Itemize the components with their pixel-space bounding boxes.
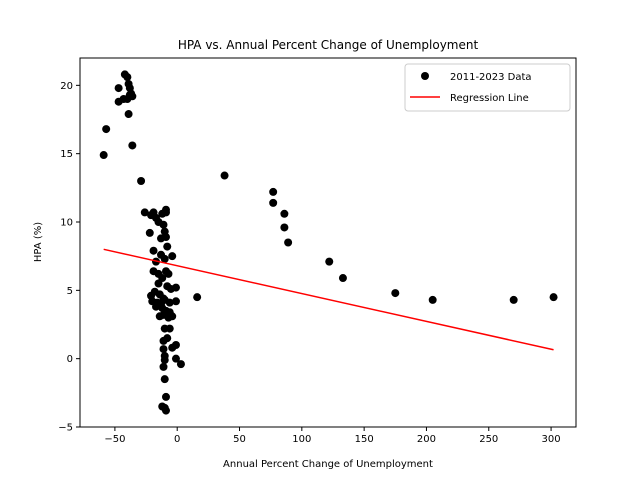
- data-point: [193, 293, 202, 302]
- x-tick-label: 100: [292, 434, 311, 445]
- data-point: [161, 406, 170, 415]
- data-point: [159, 220, 168, 229]
- data-point: [165, 298, 174, 307]
- regression-line: [103, 248, 554, 351]
- data-point: [284, 238, 293, 247]
- data-point: [168, 252, 177, 261]
- data-point: [123, 73, 132, 82]
- data-point: [164, 269, 173, 278]
- data-point: [171, 283, 180, 292]
- data-point: [391, 289, 400, 298]
- data-point: [269, 187, 278, 196]
- data-point: [269, 198, 278, 207]
- y-axis-label: HPA (%): [33, 222, 44, 262]
- legend-box: [404, 63, 571, 112]
- data-point: [176, 360, 185, 369]
- data-point: [338, 274, 347, 283]
- data-point: [165, 324, 174, 333]
- y-tick-label: 20: [60, 81, 73, 92]
- x-tick-label: 50: [233, 434, 246, 445]
- data-point: [119, 95, 128, 103]
- legend-label-regression: Regression Line: [450, 93, 529, 104]
- legend-label-data: 2011-2023 Data: [450, 72, 532, 83]
- x-axis: −50 0 50 100 150 200 250 300: [104, 427, 561, 445]
- data-point: [428, 295, 437, 304]
- data-point: [102, 125, 111, 134]
- data-point: [161, 233, 170, 242]
- x-tick-label: 150: [355, 434, 374, 445]
- x-tick-label: 200: [417, 434, 436, 445]
- data-point: [171, 297, 180, 306]
- data-point: [280, 209, 289, 218]
- x-tick-label: −50: [104, 434, 125, 445]
- data-point: [114, 84, 123, 93]
- x-tick-label: 0: [174, 434, 180, 445]
- data-point: [163, 334, 172, 343]
- data-point: [161, 208, 170, 217]
- legend: 2011-2023 Data Regression Line: [404, 63, 571, 112]
- plot-frame: [79, 57, 577, 428]
- data-point: [220, 171, 229, 180]
- data-point: [128, 141, 137, 150]
- data-point: [325, 257, 334, 266]
- data-point: [159, 345, 168, 354]
- y-tick-label: −5: [58, 423, 73, 434]
- data-point: [154, 279, 163, 288]
- data-point: [161, 392, 170, 401]
- data-point: [160, 356, 169, 365]
- x-tick-label: 250: [479, 434, 498, 445]
- data-point: [140, 208, 149, 217]
- data-point: [171, 341, 180, 349]
- data-point: [509, 295, 518, 304]
- data-point: [159, 362, 168, 371]
- data-point: [99, 151, 108, 160]
- plot-area: [79, 57, 577, 428]
- chart-title: HPA vs. Annual Percent Change of Unemplo…: [178, 38, 479, 52]
- data-point: [160, 254, 169, 263]
- data-point: [160, 375, 169, 384]
- data-point: [168, 312, 177, 321]
- y-tick-label: 15: [60, 149, 73, 160]
- y-tick-label: 10: [60, 218, 73, 229]
- data-point: [137, 177, 146, 185]
- data-point: [171, 354, 180, 363]
- data-point: [145, 228, 154, 237]
- x-tick-label: 300: [542, 434, 561, 445]
- data-point: [124, 110, 133, 119]
- data-point: [280, 223, 289, 232]
- data-point: [152, 302, 161, 311]
- data-point: [149, 246, 158, 255]
- y-tick-label: 0: [67, 354, 73, 365]
- legend-marker-data: [421, 72, 429, 80]
- y-tick-label: 5: [67, 286, 73, 297]
- y-axis: −5 0 5 10 15 20: [58, 81, 80, 434]
- x-axis-label: Annual Percent Change of Unemployment: [223, 459, 433, 470]
- data-point: [549, 293, 558, 302]
- data-point: [163, 242, 172, 251]
